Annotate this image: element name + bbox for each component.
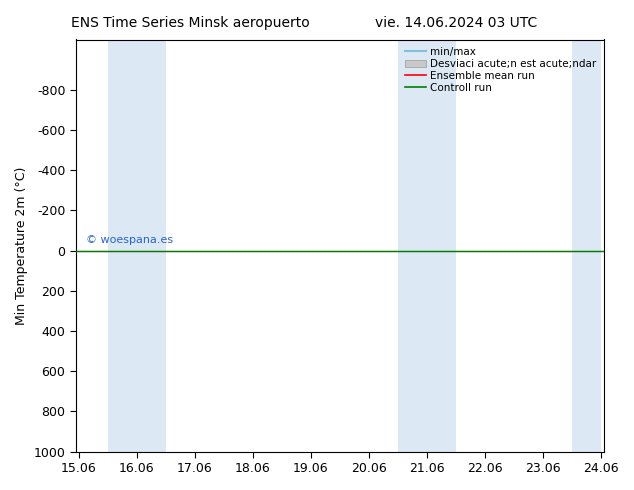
Bar [398,40,427,452]
Legend: min/max, Desviaci acute;n est acute;ndar, Ensemble mean run, Controll run: min/max, Desviaci acute;n est acute;ndar… [403,45,598,95]
Bar [137,40,165,452]
Text: © woespana.es: © woespana.es [86,235,174,245]
Bar [427,40,456,452]
Text: ENS Time Series Minsk aeropuerto: ENS Time Series Minsk aeropuerto [71,16,309,30]
Bar [572,40,601,452]
Bar [108,40,137,452]
Text: vie. 14.06.2024 03 UTC: vie. 14.06.2024 03 UTC [375,16,538,30]
Y-axis label: Min Temperature 2m (°C): Min Temperature 2m (°C) [15,166,28,325]
